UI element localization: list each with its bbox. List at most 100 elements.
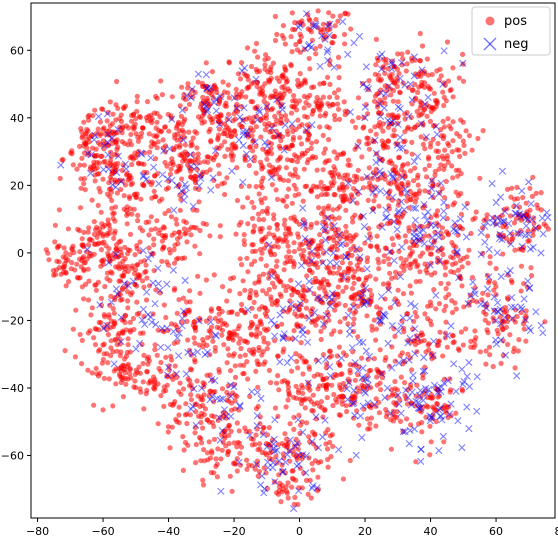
point-pos [405, 180, 411, 186]
point-neg [529, 243, 537, 251]
point-neg [439, 432, 447, 440]
point-pos [140, 379, 146, 385]
point-pos [451, 339, 457, 345]
point-pos [216, 366, 222, 373]
point-pos [503, 236, 510, 242]
point-pos [77, 205, 84, 211]
point-pos [246, 162, 252, 169]
point-pos [248, 287, 254, 294]
point-pos [357, 215, 363, 221]
point-pos [297, 38, 303, 45]
point-pos [256, 361, 262, 368]
point-pos [266, 148, 272, 154]
point-neg [461, 203, 469, 211]
point-pos [253, 292, 259, 298]
point-pos [309, 311, 315, 317]
point-pos [107, 302, 113, 308]
point-pos [320, 132, 326, 138]
point-neg [485, 245, 493, 253]
point-pos [106, 222, 112, 228]
point-pos [262, 66, 268, 72]
point-pos [179, 122, 185, 128]
point-pos [143, 219, 149, 225]
point-pos [482, 317, 488, 323]
point-pos [464, 200, 470, 206]
point-pos [208, 306, 214, 312]
point-pos [292, 19, 298, 26]
point-pos [243, 73, 249, 79]
point-pos [104, 118, 110, 124]
point-pos [342, 41, 348, 47]
point-pos [89, 145, 96, 151]
point-pos [372, 193, 378, 199]
point-pos [443, 286, 449, 292]
point-pos [256, 191, 262, 197]
point-pos [151, 242, 157, 248]
point-pos [376, 260, 382, 266]
point-pos [245, 134, 251, 140]
point-pos [193, 460, 199, 466]
point-pos [274, 75, 280, 81]
point-pos [440, 251, 446, 258]
point-pos [518, 288, 524, 294]
point-pos [125, 342, 131, 348]
point-pos [413, 459, 419, 465]
point-pos [297, 430, 303, 436]
point-pos [340, 476, 346, 482]
point-pos [453, 410, 459, 416]
point-pos [129, 161, 135, 168]
point-pos [289, 200, 295, 206]
point-pos [318, 372, 324, 378]
point-pos [259, 84, 266, 90]
point-pos [373, 131, 379, 137]
point-pos [397, 89, 403, 95]
point-pos [264, 346, 270, 352]
point-pos [294, 358, 300, 364]
point-pos [513, 307, 519, 313]
point-pos [511, 220, 517, 226]
point-pos [237, 291, 243, 297]
point-neg [424, 93, 432, 101]
point-pos [241, 241, 248, 248]
point-pos [265, 340, 271, 347]
point-neg [524, 277, 532, 285]
point-pos [151, 268, 157, 274]
point-pos [188, 392, 194, 398]
point-neg [384, 339, 392, 347]
point-pos [91, 162, 97, 168]
point-pos [274, 196, 281, 202]
point-pos [281, 267, 287, 273]
point-pos [361, 115, 367, 121]
point-pos [222, 191, 228, 198]
point-pos [50, 268, 57, 274]
point-pos [346, 379, 352, 385]
point-neg [454, 417, 462, 425]
point-pos [354, 200, 360, 206]
point-pos [173, 416, 179, 422]
point-neg [380, 104, 388, 112]
point-pos [215, 318, 221, 324]
point-pos [453, 306, 459, 312]
point-pos [52, 271, 59, 278]
point-pos [132, 191, 138, 197]
point-neg [432, 291, 440, 299]
point-pos [248, 98, 254, 105]
point-pos [258, 134, 264, 140]
point-pos [123, 381, 129, 387]
point-pos [422, 233, 428, 239]
point-pos [91, 402, 97, 408]
point-pos [455, 173, 461, 179]
point-pos [82, 187, 88, 193]
y-tick-label: −40 [1, 382, 24, 395]
point-pos [513, 216, 519, 222]
point-pos [271, 212, 277, 218]
point-pos [283, 488, 290, 494]
point-pos [509, 185, 515, 191]
point-pos [334, 206, 341, 212]
point-pos [398, 374, 404, 380]
point-pos [405, 351, 411, 357]
point-pos [348, 294, 354, 300]
point-neg [344, 311, 352, 319]
point-pos [111, 310, 117, 316]
point-pos [186, 129, 192, 135]
